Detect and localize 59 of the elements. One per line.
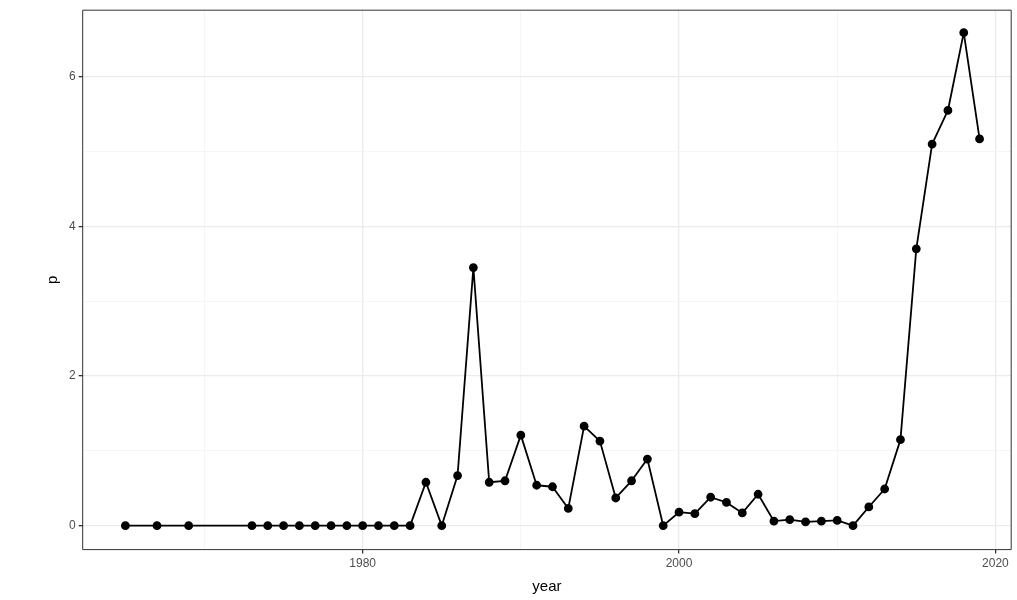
point (880, 484, 890, 494)
point (405, 521, 415, 531)
y-tick-label: 0 (68, 517, 76, 532)
point (326, 521, 336, 531)
point (184, 521, 194, 531)
point (342, 521, 352, 531)
point (769, 516, 779, 526)
point (959, 28, 969, 38)
point (437, 521, 447, 531)
point (120, 521, 130, 531)
point (532, 480, 542, 490)
x-tick-label: 1980 (349, 556, 377, 571)
point (737, 508, 747, 518)
point (864, 502, 874, 512)
point (468, 263, 478, 272)
point (706, 492, 716, 502)
x-axis-title: year (532, 577, 562, 595)
point (832, 516, 842, 525)
point (152, 521, 162, 531)
point (263, 521, 273, 531)
point (896, 435, 905, 445)
point (595, 436, 605, 446)
point (500, 476, 510, 486)
y-tick-label: 4 (68, 218, 76, 233)
point (548, 482, 557, 492)
point (563, 504, 573, 513)
point (358, 521, 368, 531)
point (642, 454, 652, 464)
point (579, 421, 589, 431)
point (247, 521, 257, 531)
point (674, 507, 684, 517)
point (453, 471, 462, 480)
point (516, 430, 526, 440)
point (627, 476, 636, 486)
point (484, 477, 494, 487)
point (310, 521, 320, 531)
point (294, 521, 304, 531)
point (848, 521, 858, 531)
point (943, 106, 953, 115)
point (975, 134, 984, 144)
point (690, 509, 700, 519)
x-tick-label: 2020 (982, 556, 1010, 571)
point (911, 244, 921, 254)
point (801, 517, 810, 527)
point (927, 139, 937, 149)
point (816, 516, 826, 526)
point (374, 521, 383, 531)
point (611, 493, 621, 503)
y-axis-title: p (43, 275, 61, 285)
y-tick-label: 6 (68, 69, 76, 84)
point (279, 521, 288, 531)
point (421, 477, 431, 487)
point (722, 498, 731, 507)
point (785, 515, 795, 525)
point (753, 489, 763, 499)
y-tick-label: 2 (68, 368, 76, 383)
point (389, 521, 399, 531)
x-tick-label: 2000 (665, 556, 693, 571)
point (658, 521, 668, 531)
